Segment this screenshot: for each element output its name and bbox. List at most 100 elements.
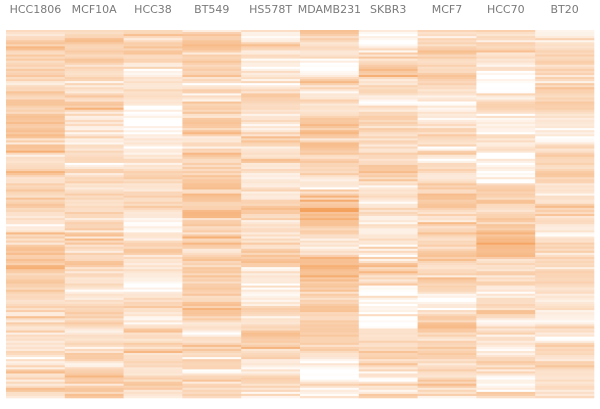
heatmap-cell: [241, 207, 301, 211]
heatmap-cell: [123, 40, 183, 43]
heatmap-cell: [6, 46, 66, 49]
heatmap-cell: [476, 369, 536, 372]
heatmap-cell: [535, 263, 595, 266]
heatmap-cell: [358, 99, 418, 102]
heatmap-cell: [182, 250, 242, 254]
heatmap-cell: [6, 150, 66, 153]
heatmap-cell: [123, 246, 183, 250]
heatmap-cell: [300, 197, 360, 200]
heatmap-cell: [476, 295, 536, 299]
heatmap-cell: [476, 379, 536, 382]
heatmap-cell: [6, 48, 66, 51]
heatmap-cell: [123, 162, 183, 166]
heatmap-cell: [300, 201, 360, 205]
heatmap-cell: [64, 195, 124, 198]
heatmap-cell: [182, 81, 242, 84]
heatmap-cell: [476, 214, 536, 217]
heatmap-cell: [182, 154, 242, 158]
heatmap-cell: [476, 297, 536, 301]
heatmap-cell: [64, 132, 124, 135]
heatmap-cell: [535, 95, 595, 98]
heatmap-cell: [182, 230, 242, 233]
heatmap-cell: [241, 338, 301, 342]
heatmap-cell: [417, 336, 477, 340]
heatmap-cell: [123, 271, 183, 274]
heatmap-cell: [417, 216, 477, 219]
heatmap-cell: [300, 226, 360, 229]
heatmap-cell: [358, 144, 418, 147]
heatmap-cell: [241, 316, 301, 319]
heatmap-cell: [64, 387, 124, 391]
heatmap-cell: [6, 30, 66, 33]
heatmap-cell: [182, 164, 242, 168]
heatmap-cell: [123, 74, 183, 78]
heatmap-cell: [182, 330, 242, 333]
heatmap-cell: [417, 42, 477, 45]
heatmap-cell: [417, 181, 477, 184]
heatmap-cell: [300, 256, 360, 260]
heatmap-cell: [476, 109, 536, 113]
heatmap-cell: [476, 83, 536, 86]
heatmap-cell: [358, 119, 418, 123]
heatmap-cell: [64, 375, 124, 378]
heatmap-cell: [300, 134, 360, 137]
heatmap-cell: [182, 62, 242, 66]
heatmap-cell: [6, 299, 66, 303]
heatmap-cell: [535, 119, 595, 123]
heatmap-cell: [358, 187, 418, 190]
heatmap-cell: [64, 107, 124, 111]
heatmap-cell: [535, 58, 595, 61]
heatmap-cell: [241, 99, 301, 102]
heatmap-cell: [241, 214, 301, 217]
heatmap-cell: [358, 256, 418, 260]
heatmap-cell: [535, 68, 595, 72]
heatmap-cell: [300, 175, 360, 178]
heatmap-cell: [123, 230, 183, 233]
heatmap-cell: [182, 348, 242, 352]
heatmap-cell: [123, 111, 183, 115]
heatmap-cell: [123, 38, 183, 41]
heatmap-cell: [6, 228, 66, 231]
heatmap-cell: [417, 142, 477, 145]
heatmap-cell: [64, 395, 124, 399]
heatmap-cell: [64, 179, 124, 182]
heatmap-cell: [123, 138, 183, 141]
heatmap-cell: [300, 34, 360, 37]
heatmap-cell: [182, 166, 242, 170]
heatmap-cell: [417, 330, 477, 333]
heatmap-cell: [535, 77, 595, 80]
heatmap-cell: [535, 218, 595, 221]
heatmap-cell: [182, 95, 242, 98]
heatmap-cell: [182, 228, 242, 231]
heatmap-cell: [182, 40, 242, 43]
heatmap-cell: [123, 50, 183, 53]
heatmap-cell: [417, 152, 477, 156]
heatmap-cell: [182, 359, 242, 362]
heatmap-cell: [123, 211, 183, 215]
heatmap-cell: [300, 169, 360, 172]
heatmap-cell: [358, 79, 418, 82]
heatmap-cell: [535, 187, 595, 190]
heatmap-cell: [358, 344, 418, 348]
heatmap-cell: [300, 271, 360, 274]
heatmap-cell: [417, 277, 477, 280]
heatmap-cell: [182, 232, 242, 235]
heatmap-cell: [123, 36, 183, 39]
heatmap-cell: [6, 209, 66, 213]
heatmap-cell: [64, 344, 124, 348]
heatmap-cell: [64, 267, 124, 270]
heatmap-cell: [417, 373, 477, 376]
heatmap-cell: [535, 162, 595, 166]
heatmap-cell: [123, 293, 183, 297]
heatmap-cell: [182, 216, 242, 219]
heatmap-cell: [64, 224, 124, 227]
heatmap-cell: [6, 77, 66, 80]
heatmap-cell: [358, 353, 418, 356]
heatmap-cell: [123, 48, 183, 51]
heatmap-cell: [6, 160, 66, 164]
heatmap-cell: [123, 344, 183, 348]
heatmap-cell: [182, 295, 242, 299]
heatmap-cell: [358, 128, 418, 131]
heatmap-cell: [6, 254, 66, 258]
